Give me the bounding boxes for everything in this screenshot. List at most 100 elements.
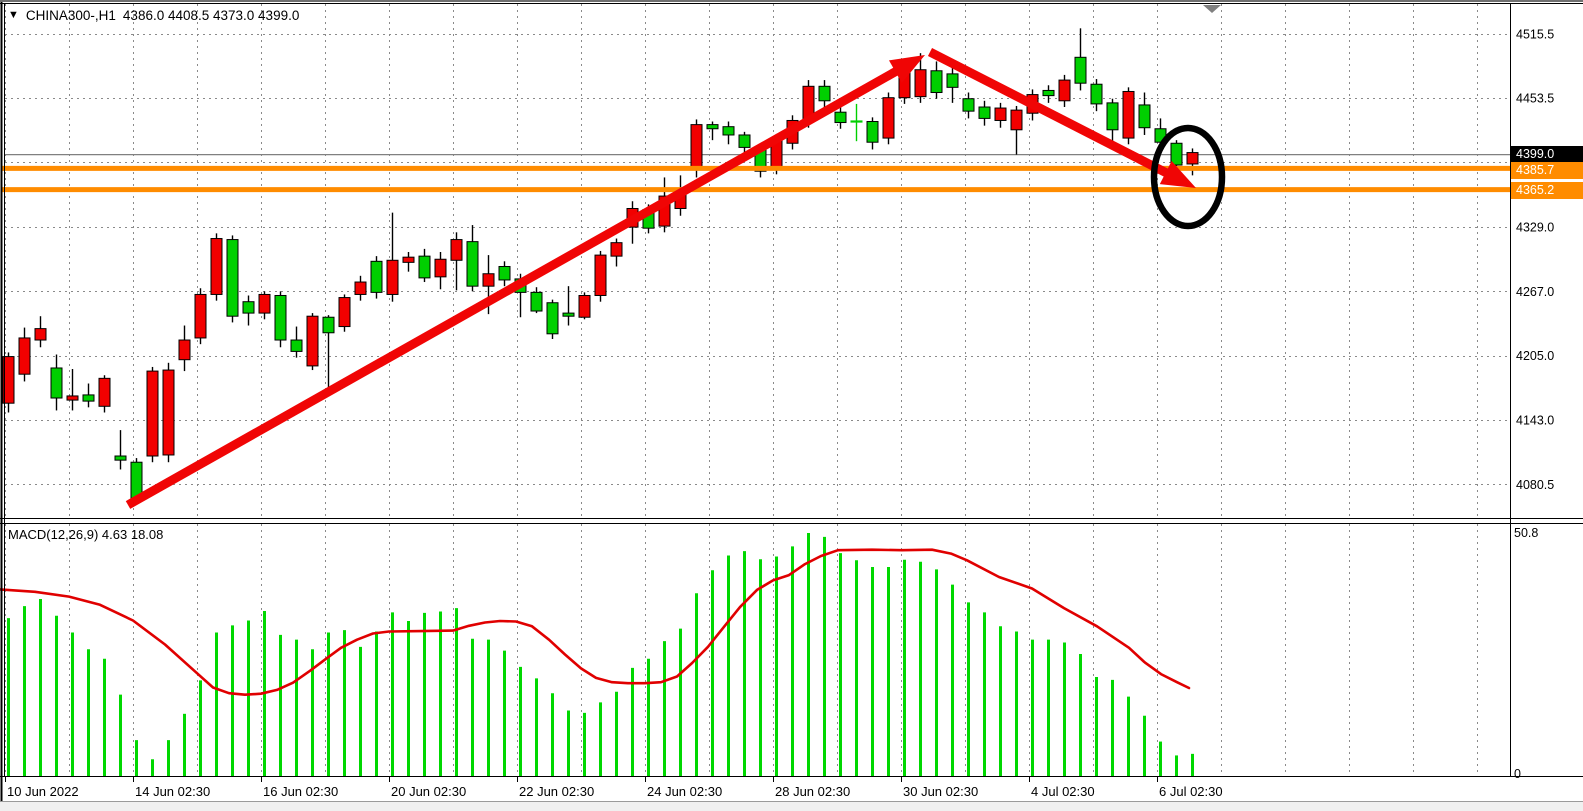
time-axis-label: 14 Jun 02:30 xyxy=(135,784,210,799)
candle-body xyxy=(1074,56,1087,84)
candle xyxy=(850,103,863,142)
candle-body xyxy=(834,111,847,124)
candle xyxy=(146,366,159,463)
candle-body xyxy=(146,370,159,457)
candle-body xyxy=(1170,142,1183,166)
price-axis[interactable]: 4515.5 4453.5 4329.0 4267.0 4205.0 4143.0 4080… xyxy=(1516,28,1554,492)
candle-body xyxy=(82,394,95,402)
candle-body xyxy=(450,239,463,261)
candle-body xyxy=(1042,89,1055,97)
time-axis-label: 24 Jun 02:30 xyxy=(647,784,722,799)
candle xyxy=(18,327,31,382)
candle-body xyxy=(546,302,559,335)
candle xyxy=(546,299,559,339)
time-axis[interactable]: 10 Jun 2022 14 Jun 02:30 16 Jun 02:30 20 Ju… xyxy=(5,777,1223,799)
candle-body xyxy=(354,281,367,295)
candle-body xyxy=(274,294,287,341)
candle-body xyxy=(530,291,543,312)
candle xyxy=(930,61,943,99)
candle xyxy=(418,248,431,283)
time-axis-label: 30 Jun 02:30 xyxy=(903,784,978,799)
candle xyxy=(594,250,607,302)
candle xyxy=(466,225,479,292)
candle xyxy=(562,286,575,326)
candle-body xyxy=(402,256,415,263)
chart-header: ▼ CHINA300-,H1 4386.0 4408.5 4373.0 4399… xyxy=(8,8,299,23)
candle-body xyxy=(162,369,175,456)
candle xyxy=(994,102,1007,128)
time-axis-label: 22 Jun 02:30 xyxy=(519,784,594,799)
candle-body xyxy=(866,121,879,143)
symbol-dropdown-icon[interactable]: ▼ xyxy=(8,9,19,21)
candle-body xyxy=(386,259,399,295)
candle-body xyxy=(978,106,991,119)
level-price-badge: 4365.2 xyxy=(1511,182,1583,199)
price-axis-label: 4267.0 xyxy=(1516,285,1554,299)
candle-body xyxy=(226,239,239,317)
candle-body xyxy=(914,69,927,98)
window-bottom-strip xyxy=(0,802,1583,811)
time-axis-label: 28 Jun 02:30 xyxy=(775,784,850,799)
candle-body xyxy=(610,242,623,257)
candle xyxy=(242,295,255,326)
candle xyxy=(290,326,303,358)
candle xyxy=(1186,148,1199,176)
candle xyxy=(194,288,207,345)
candle-body xyxy=(242,301,255,314)
candle xyxy=(1138,92,1151,135)
candle xyxy=(2,352,15,413)
candle-body xyxy=(882,97,895,139)
chart-shift-marker-icon[interactable] xyxy=(1203,5,1221,13)
candle-body xyxy=(562,312,575,317)
grid-horizontal-lines xyxy=(5,34,1510,485)
candle-body xyxy=(322,316,335,334)
candle xyxy=(1090,79,1103,112)
macd-histogram xyxy=(7,533,1194,776)
candle-body xyxy=(370,260,383,293)
candle xyxy=(226,235,239,323)
candle-body xyxy=(946,73,959,88)
price-axis-label: 4143.0 xyxy=(1516,413,1554,427)
candle xyxy=(866,117,879,150)
candle xyxy=(274,291,287,348)
trend-arrow-up[interactable] xyxy=(125,55,925,509)
candle-body xyxy=(1186,152,1199,165)
candle-body xyxy=(482,273,495,287)
highlight-ellipse[interactable] xyxy=(1150,124,1226,230)
trend-arrow-down[interactable] xyxy=(927,47,1196,188)
candle xyxy=(706,121,719,141)
candle-body xyxy=(290,339,303,352)
candle-body xyxy=(434,258,447,278)
candle xyxy=(1010,105,1023,155)
candle xyxy=(114,430,127,470)
candle-body xyxy=(194,293,207,339)
candle xyxy=(338,294,351,332)
candle-body xyxy=(658,195,671,227)
candle xyxy=(578,292,591,320)
candle-body xyxy=(466,241,479,287)
time-axis-label: 20 Jun 02:30 xyxy=(391,784,466,799)
candle-body xyxy=(722,126,735,136)
candle xyxy=(946,67,959,103)
time-axis-label: 4 Jul 02:30 xyxy=(1031,784,1095,799)
candle xyxy=(882,92,895,145)
candle-body xyxy=(306,315,319,367)
price-axis-label: 4453.5 xyxy=(1516,92,1554,106)
candle-body xyxy=(210,238,223,295)
level-price-badge: 4385.7 xyxy=(1511,162,1583,179)
macd-signal-line xyxy=(0,548,1191,697)
candle xyxy=(210,233,223,301)
candle xyxy=(610,238,623,267)
price-axis-label: 4080.5 xyxy=(1516,478,1554,492)
candle xyxy=(322,315,335,392)
candle xyxy=(722,121,735,145)
candle xyxy=(258,291,271,320)
candle xyxy=(962,92,975,119)
candle-body xyxy=(498,265,511,281)
candle-body xyxy=(114,455,127,461)
candle-body xyxy=(338,297,351,328)
candle-body xyxy=(706,124,719,130)
macd-axis-max-label: 50.8 xyxy=(1514,526,1539,540)
